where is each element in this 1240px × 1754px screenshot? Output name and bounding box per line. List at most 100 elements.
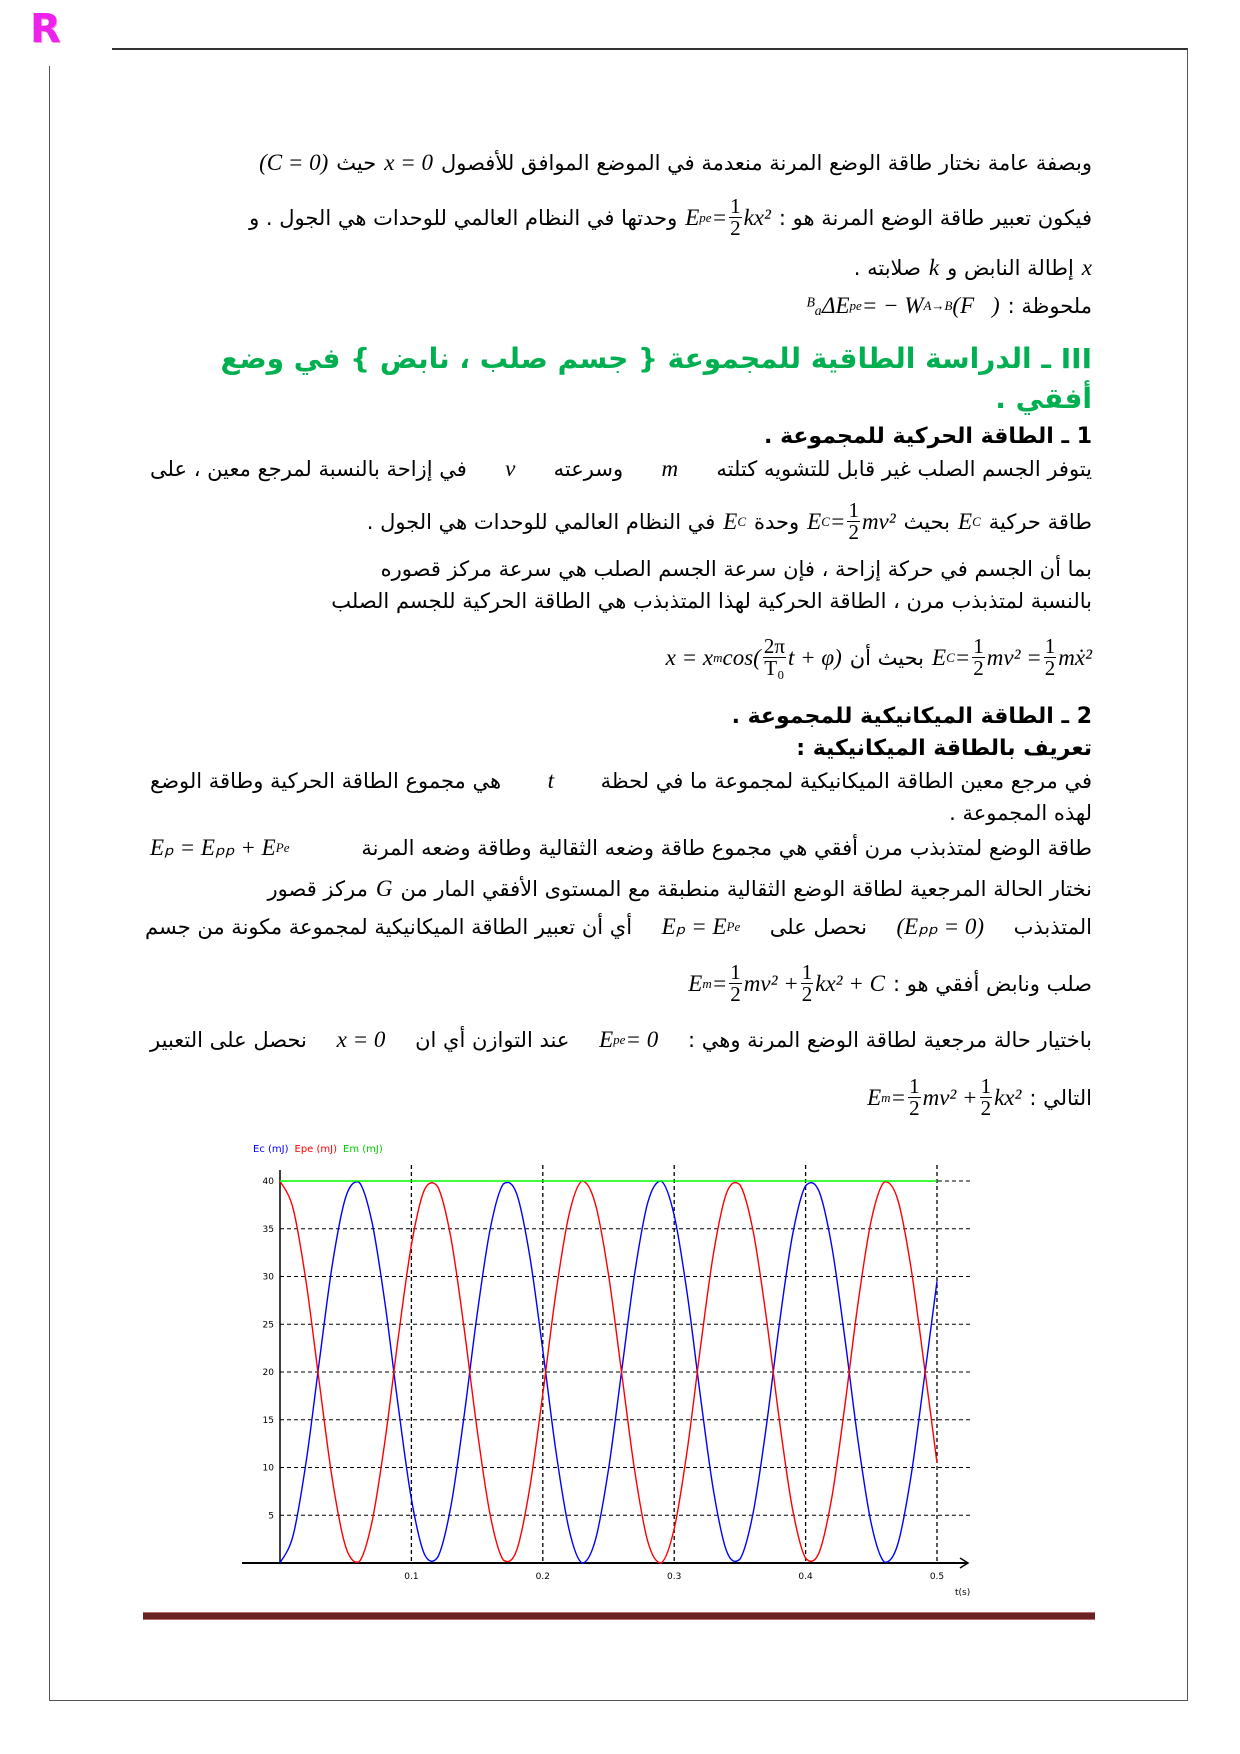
paragraph-line: بالنسبة لمتذبذب مرن ، الطاقة الحركية لهذ…: [331, 589, 1092, 613]
legend-em: Em (mJ): [343, 1144, 383, 1155]
text: وبصفة عامة نختار طاقة الوضع المرنة منعدم…: [440, 151, 1092, 175]
math: x = 0: [384, 150, 433, 175]
math: k: [928, 255, 940, 280]
math: (Eₚₚ = 0): [896, 914, 985, 939]
text: إطالة النابض و: [947, 256, 1074, 280]
definition-heading: تعريف بالطاقة الميكانيكية :: [796, 736, 1092, 761]
paragraph-line: x إطالة النابض و k صلابته .: [854, 255, 1092, 281]
y-tick-label: 15: [263, 1416, 274, 1426]
subsection-heading: 1 ـ الطاقة الحركية للمجموعة .: [764, 424, 1092, 449]
page-border-left: [49, 66, 50, 1700]
math: x = 0: [336, 1027, 386, 1052]
y-tick-label: 25: [263, 1320, 274, 1330]
math: G: [375, 876, 393, 901]
legend-epe: Epe (mJ): [294, 1144, 338, 1155]
x-tick-label: 0.5: [930, 1572, 944, 1582]
paragraph-line: في مرجع معين الطاقة الميكانيكية لمجموعة …: [150, 768, 1092, 794]
text: صلب ونابض أفقي هو :: [892, 971, 1092, 996]
text: عند التوازن أي ان: [415, 1028, 570, 1052]
y-tick-label: 30: [263, 1273, 275, 1283]
math: v: [505, 456, 516, 481]
text: طاقة حركية: [988, 509, 1092, 534]
math: m: [661, 456, 679, 481]
x-axis-arrow: [959, 1557, 970, 1569]
text: مركز قصور: [267, 877, 368, 901]
paragraph-line: باختيار حالة مرجعية لطاقة الوضع المرنة و…: [150, 1027, 1092, 1053]
formula-delta-epe: ᴮₐΔE pe = − W A→B (F⃗): [805, 293, 1000, 318]
math: (C = 0): [259, 150, 329, 175]
section-heading: III ـ الدراسة الطاقية للمجموعة { جسم صلب…: [220, 342, 1092, 375]
text: أي أن تعبير الطاقة الميكانيكية لمجموعة م…: [145, 915, 633, 939]
paragraph-line: نختار الحالة المرجعية لطاقة الوضع الثقال…: [268, 876, 1093, 902]
y-tick-label: 5: [268, 1511, 274, 1521]
section-heading-cont: أفقي .: [995, 382, 1092, 415]
y-tick-label: 10: [263, 1464, 275, 1474]
text: نختار الحالة المرجعية لطاقة الوضع الثقال…: [400, 877, 1092, 901]
math: t: [547, 768, 555, 793]
text: بحيث: [903, 509, 951, 534]
paragraph-line: بما أن الجسم في حركة إزاحة ، فإن سرعة ال…: [380, 557, 1092, 581]
text: صلابته .: [853, 256, 921, 280]
formula-ep: Eₚ = Eₚₚ + E Pe: [150, 835, 290, 860]
y-tick-label: 35: [263, 1225, 274, 1235]
paragraph-line: المتذبذب (Eₚₚ = 0) نحصل على Eₚ = E Pe أي …: [145, 914, 1092, 940]
math: Eₚ = E Pe: [661, 914, 741, 939]
text: نحصل على التعبير: [150, 1028, 307, 1052]
text: التالي :: [1029, 1085, 1092, 1110]
text: في النظام العالمي للوحدات هي الجول .: [366, 509, 716, 534]
subsection-heading: 2 ـ الطاقة الميكانيكية للمجموعة .: [731, 704, 1092, 729]
text: حيث: [336, 151, 377, 175]
page-border-right: [1187, 49, 1188, 1700]
math: x: [1081, 255, 1092, 280]
text: بحيث أن: [849, 645, 925, 670]
chart-legend: Ec (mJ) Epe (mJ) Em (mJ): [253, 1144, 383, 1155]
paragraph-line: طاقة الوضع لمتذبذب مرن أفقي هي مجموع طاق…: [150, 835, 1092, 861]
text: ملحوظة :: [1007, 294, 1092, 318]
logo: R: [30, 6, 61, 52]
text: وحدة: [754, 509, 800, 534]
text: طاقة الوضع لمتذبذب مرن أفقي هي مجموع طاق…: [361, 836, 1092, 860]
text: وحدتها في النظام العالمي للوحدات هي الجو…: [249, 205, 678, 230]
text: باختيار حالة مرجعية لطاقة الوضع المرنة و…: [687, 1028, 1092, 1052]
x-axis-label: t(s): [955, 1588, 970, 1598]
x-tick-label: 0.1: [404, 1572, 418, 1582]
y-tick-label: 20: [263, 1368, 275, 1378]
page-border-bottom: [49, 1700, 1188, 1701]
legend-ec: Ec (mJ): [253, 1144, 289, 1155]
text: وسرعته: [553, 457, 624, 481]
footer-bar: [143, 1612, 1095, 1620]
x-tick-label: 0.2: [536, 1572, 550, 1582]
series-line-epe: [279, 1180, 938, 1564]
text: المتذبذب: [1013, 915, 1092, 939]
paragraph-line: لهذه المجموعة .: [949, 801, 1092, 825]
text: في مرجع معين الطاقة الميكانيكية لمجموعة …: [600, 769, 1092, 793]
note-line: ملحوظة : ᴮₐΔE pe = − W A→B (F⃗): [806, 293, 1092, 319]
text: في إزاحة بالنسبة لمرجع معين ، على: [150, 457, 467, 481]
x-tick-label: 0.3: [667, 1572, 681, 1582]
x-tick-label: 0.4: [798, 1572, 813, 1582]
text: يتوفر الجسم الصلب غير قابل للتشويه كتلته: [716, 457, 1092, 481]
text: فيكون تعبير طاقة الوضع المرنة هو :: [778, 205, 1092, 230]
text: نحصل على: [769, 915, 867, 939]
header-rule: [112, 48, 1188, 50]
y-tick-label: 40: [263, 1177, 275, 1187]
paragraph-line: وبصفة عامة نختار طاقة الوضع المرنة منعدم…: [259, 150, 1092, 176]
text: هي مجموع الطاقة الحركية وطاقة الوضع: [150, 769, 502, 793]
paragraph-line: يتوفر الجسم الصلب غير قابل للتشويه كتلته…: [150, 456, 1092, 482]
